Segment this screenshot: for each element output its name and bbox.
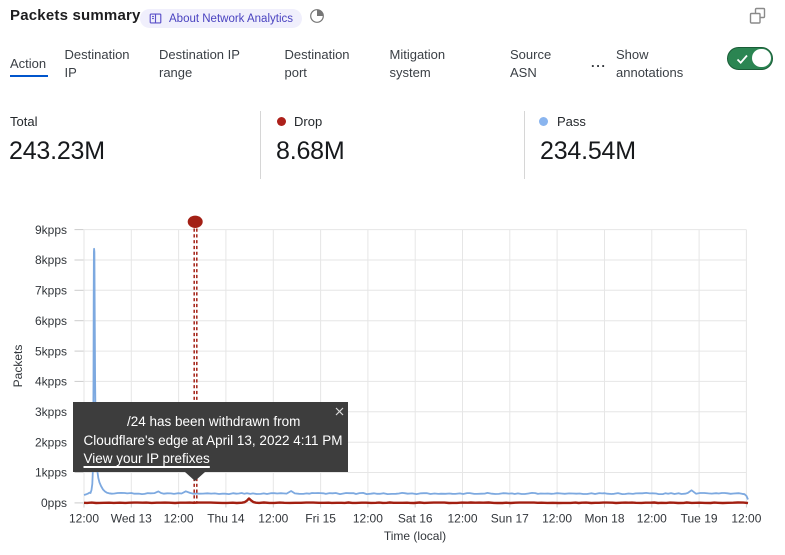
svg-text:12:00: 12:00: [731, 512, 761, 526]
svg-text:Tue 19: Tue 19: [681, 512, 718, 526]
svg-text:8kpps: 8kpps: [35, 253, 67, 267]
svg-text:12:00: 12:00: [637, 512, 667, 526]
svg-text:Packets: Packets: [11, 345, 25, 388]
svg-text:12:00: 12:00: [69, 512, 99, 526]
svg-text:12:00: 12:00: [164, 512, 194, 526]
svg-text:Mon 18: Mon 18: [584, 512, 624, 526]
svg-text:6kpps: 6kpps: [35, 314, 67, 328]
svg-text:Time (local): Time (local): [384, 529, 446, 543]
svg-text:7kpps: 7kpps: [35, 284, 67, 298]
svg-text:12:00: 12:00: [447, 512, 477, 526]
svg-text:2kpps: 2kpps: [35, 435, 67, 449]
svg-text:Sun 17: Sun 17: [491, 512, 529, 526]
svg-text:3kpps: 3kpps: [35, 405, 67, 419]
svg-text:Fri 15: Fri 15: [305, 512, 336, 526]
svg-text:Sat 16: Sat 16: [398, 512, 433, 526]
svg-text:9kpps: 9kpps: [35, 223, 67, 237]
svg-text:12:00: 12:00: [542, 512, 572, 526]
svg-text:1kpps: 1kpps: [35, 466, 67, 480]
svg-text:5kpps: 5kpps: [35, 344, 67, 358]
svg-text:Thu 14: Thu 14: [207, 512, 245, 526]
svg-text:12:00: 12:00: [258, 512, 288, 526]
svg-text:Wed 13: Wed 13: [111, 512, 152, 526]
svg-text:4kpps: 4kpps: [35, 375, 67, 389]
svg-text:12:00: 12:00: [353, 512, 383, 526]
svg-text:0pps: 0pps: [41, 496, 67, 510]
